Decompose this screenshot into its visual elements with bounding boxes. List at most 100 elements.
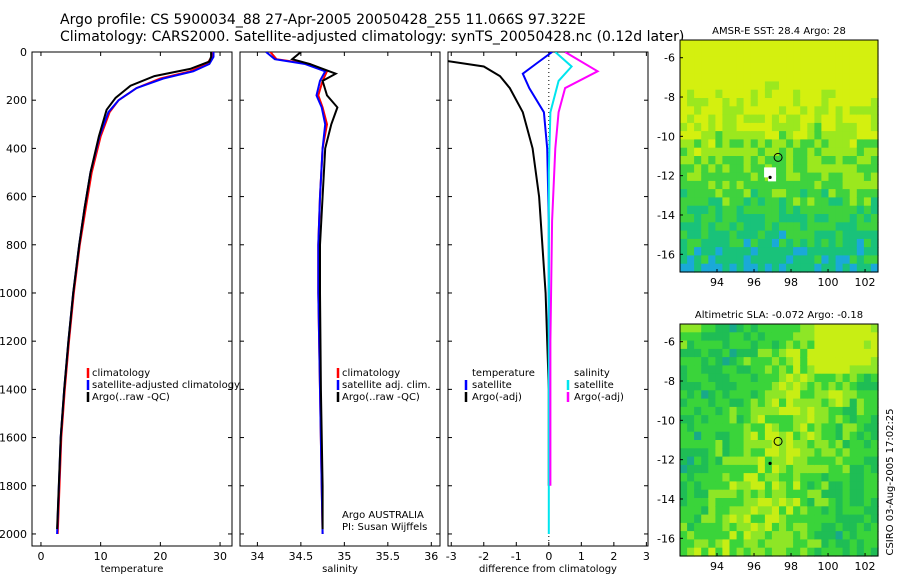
sst_map-cell <box>743 147 752 157</box>
sla_map-cell <box>680 390 688 400</box>
sst_map-cell <box>687 164 695 174</box>
sla_map-cell <box>680 498 688 507</box>
sla_map-cell <box>842 324 851 333</box>
sst_map-cell <box>814 147 823 157</box>
sla_map-cell <box>800 365 808 375</box>
sst_map-cell <box>736 230 745 240</box>
sst_map-cell <box>687 197 695 207</box>
sla_map-cell <box>779 489 787 499</box>
sst_map-cell <box>743 205 752 215</box>
sla_map-cell <box>842 423 851 433</box>
sst_map-cell <box>849 131 858 140</box>
sst_map-cell <box>849 106 858 116</box>
legend-entry: Argo(..raw -QC) <box>342 392 420 403</box>
sst_map-cell <box>764 180 773 190</box>
sst_map-cell <box>807 106 815 116</box>
sst_map-cell <box>856 131 865 140</box>
sst_map-cell <box>701 164 709 174</box>
sla_map-cell <box>786 340 794 350</box>
sst_map-cell <box>814 197 823 207</box>
sst_map-cell <box>757 214 766 223</box>
sst_map-cell <box>764 114 773 124</box>
sst_map-cell <box>757 189 766 198</box>
sla_map-cell <box>680 365 688 375</box>
sst_map-cell <box>729 98 738 107</box>
sst_map-cell <box>814 222 823 232</box>
sla_map-cell <box>807 473 815 482</box>
sla_map-cell <box>800 415 808 424</box>
sla_map-cell <box>729 423 738 433</box>
sst_map-cell <box>870 230 879 240</box>
sst_map-cell <box>779 139 787 149</box>
sst_map-cell <box>694 73 702 82</box>
sst_map-cell <box>779 156 787 165</box>
sst_map-cell <box>680 230 688 240</box>
sla_map-cell <box>842 489 851 499</box>
sla_map-cell <box>736 324 745 333</box>
sst_map-cell <box>870 114 879 124</box>
sst_map-cell <box>715 205 724 215</box>
sst_map-cell <box>793 98 801 107</box>
sla_map-cell <box>863 398 872 408</box>
temperature-ytick-label: 800 <box>6 239 27 252</box>
sst_map-cell <box>821 222 830 232</box>
sla_map-cell <box>729 481 738 491</box>
sst_map-cell <box>757 89 766 99</box>
sla_map-cell <box>687 390 695 400</box>
sst_map-cell <box>856 222 865 232</box>
sst_map-cell <box>736 98 745 107</box>
sla_map-cell <box>694 514 702 524</box>
sla_map-cell <box>849 464 858 474</box>
sst_map-cell <box>771 139 780 149</box>
sst_map-cell <box>757 247 766 256</box>
sst_map-cell <box>757 156 766 165</box>
sla_map-cell <box>849 498 858 507</box>
sla_map-cell <box>807 531 815 540</box>
sst_map-cell <box>687 40 695 49</box>
sst_map-cell <box>842 122 851 132</box>
sla_map-cell <box>764 456 773 466</box>
sst_map-cell <box>750 238 759 248</box>
sst_map-cell <box>687 106 695 116</box>
sst_map-cell <box>715 56 724 66</box>
sla_map-cell <box>828 481 837 491</box>
sla_map-cell <box>729 324 738 333</box>
sla_map-cell <box>680 406 688 416</box>
sst_map-cell <box>835 205 844 215</box>
sst_map-cell <box>842 230 851 240</box>
sla_map-cell <box>870 357 879 366</box>
sst_map-cell <box>771 197 780 207</box>
sst_map-cell <box>828 98 837 107</box>
sst_map-cell <box>764 222 773 232</box>
sst_map-cell <box>828 238 837 248</box>
sla_map-cell <box>694 481 702 491</box>
sst_map-cell <box>771 122 780 132</box>
sla_map-cell <box>800 382 808 391</box>
sla_map-cell <box>779 415 787 424</box>
sst_map-cell <box>736 73 745 82</box>
sla_map-cell <box>694 506 702 516</box>
sla_map-cell <box>729 473 738 482</box>
sst_map-cell <box>842 156 851 165</box>
sst_map-cell <box>863 189 872 198</box>
sla_map-cell <box>687 340 695 350</box>
sst_map-cell <box>722 73 731 82</box>
sst_map-cell <box>856 230 865 240</box>
sla_map-cell <box>779 448 787 458</box>
sla_map-cell <box>842 514 851 524</box>
sla_map-cell <box>835 473 844 482</box>
sst_map-cell <box>821 139 830 149</box>
sla_map-cell <box>786 440 794 449</box>
sst_map-cell <box>800 172 808 182</box>
sla_map-cell <box>849 514 858 524</box>
sla_map-cell <box>835 448 844 458</box>
sst_map-cell <box>729 255 738 265</box>
sst_map-cell <box>757 114 766 124</box>
sst_map-cell <box>835 263 844 273</box>
sst_map-cell <box>743 230 752 240</box>
sla_map-cell <box>800 547 808 557</box>
sst_map-cell <box>821 64 830 74</box>
sla_map-cell <box>694 431 702 441</box>
sst_map-cell <box>680 214 688 223</box>
sla_map-cell <box>715 481 724 491</box>
